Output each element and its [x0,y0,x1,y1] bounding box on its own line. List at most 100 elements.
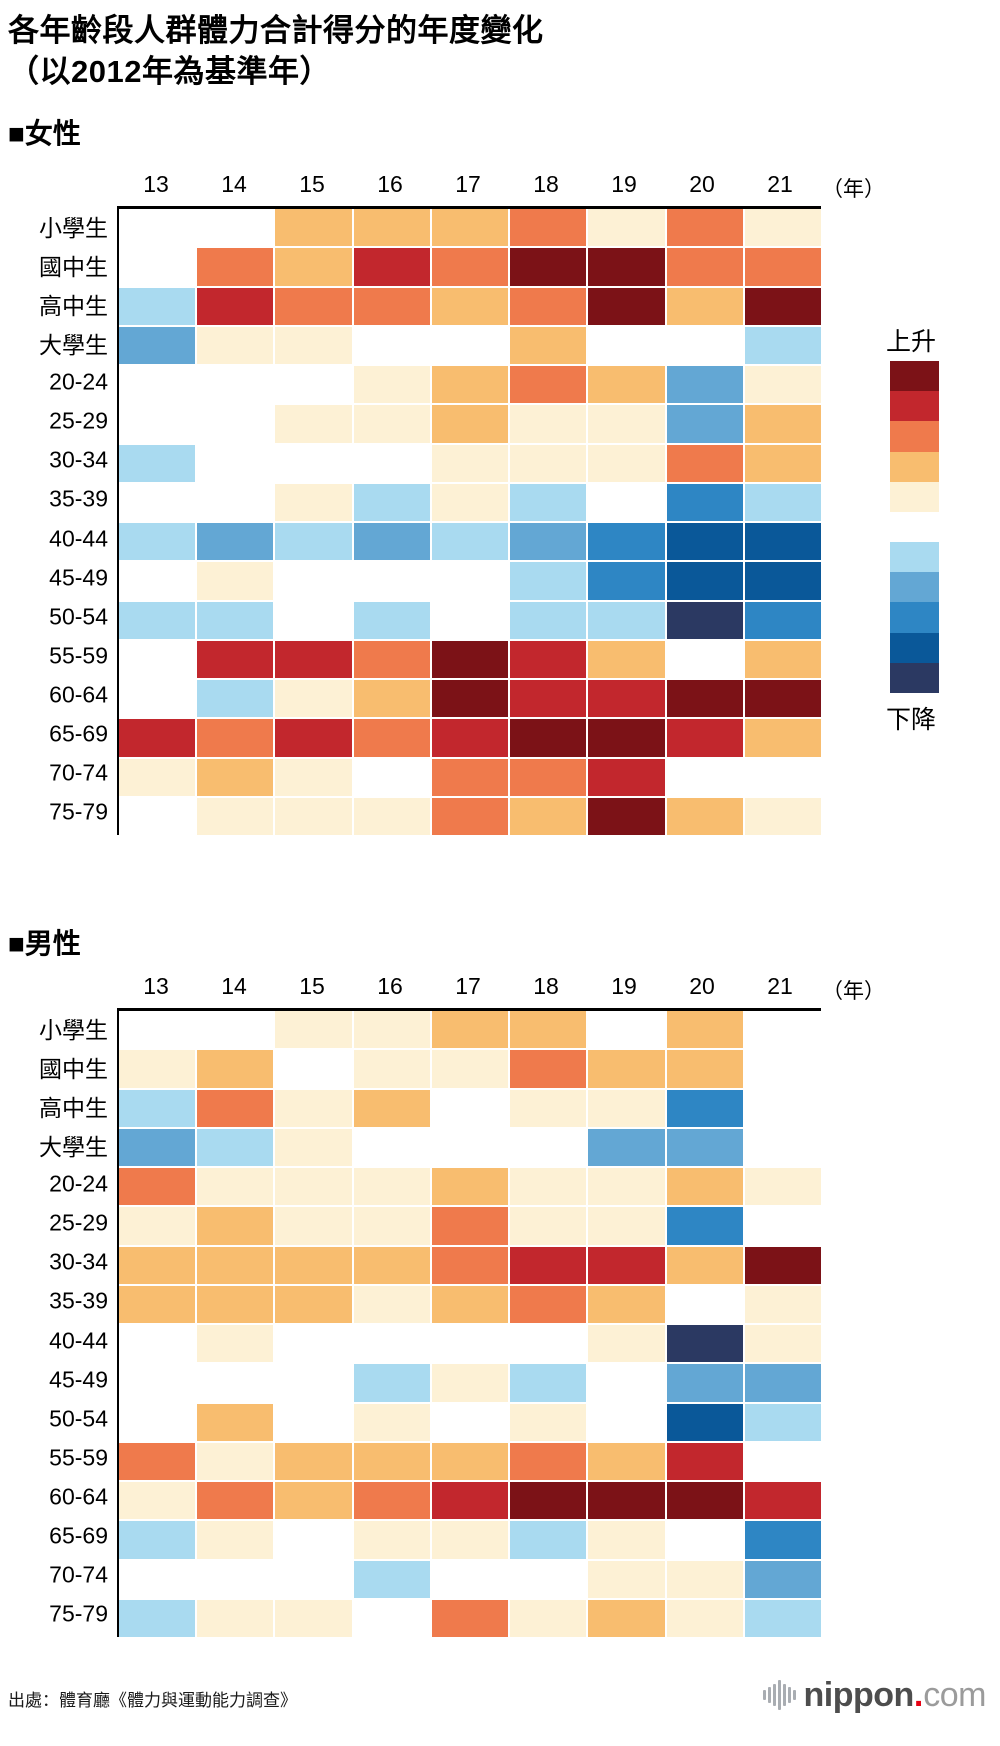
heatmap-cell [744,405,821,443]
heatmap-cell [197,483,274,521]
heatmap-cell [119,1364,196,1402]
heatmap-cell [275,797,352,835]
heatmap-cell [744,1285,821,1323]
heatmap-cell [197,1560,274,1598]
heatmap-cell [431,483,509,521]
heatmap-cell [353,287,430,325]
row-label: 30-34 [49,1248,108,1275]
heatmap-cell [666,1403,743,1441]
heatmap-cell [353,248,430,286]
heatmap-cell [353,483,430,521]
heatmap-cell [275,1285,352,1323]
heatmap-cell [510,1246,587,1284]
row-label: 25-29 [49,407,108,434]
legend-down-label: 下降 [886,706,937,734]
heatmap-cell [119,1442,196,1480]
heatmap-cell [666,758,743,796]
heatmap-cell [431,758,509,796]
heatmap-cell [666,444,743,482]
heatmap-cell [744,1403,821,1441]
heatmap-cell [666,287,743,325]
legend-swatch [890,662,939,693]
heatmap-cell [588,1364,665,1402]
logo-waveform-icon [762,1680,796,1710]
heatmap-cell [744,287,821,325]
heatmap-cell [119,797,196,835]
heatmap-cell [119,562,196,600]
heatmap-cell [431,1442,509,1480]
heatmap-cell [197,1011,274,1049]
legend-swatch [890,421,939,452]
heatmap-cell [588,1442,665,1480]
heatmap-cell [353,444,430,482]
heatmap-cell [510,1364,587,1402]
heatmap-cell [431,366,509,404]
heatmap-cell [353,1521,430,1559]
heatmap-cell [353,209,430,247]
row-label: 50-54 [49,603,108,630]
heatmap-cell [119,1207,196,1245]
heatmap-cell [588,1521,665,1559]
heatmap-cell [744,523,821,561]
row-label: 70-74 [49,759,108,786]
heatmap-cell [588,248,665,286]
row-label: 75-79 [49,798,108,825]
heatmap-cell [353,562,430,600]
column-header: 21 [767,171,793,197]
heatmap-cell [744,1521,821,1559]
heatmap-cell [275,562,352,600]
heatmap-cell [666,1168,743,1206]
heatmap-grid [117,1008,821,1637]
column-header: 18 [533,171,559,197]
heatmap-cell [197,1482,274,1520]
logo-text: nippon [803,1675,915,1714]
heatmap-cell [431,1482,509,1520]
heatmap-cell [510,1560,587,1598]
nippon-logo: nippon. com [762,1672,986,1718]
row-label: 高中生 [39,292,108,319]
heatmap-cell [353,719,430,757]
heatmap-cell [666,1325,743,1363]
heatmap-cell [275,1560,352,1598]
heatmap-cell [197,287,274,325]
legend-up-swatches [890,361,939,512]
row-label: 75-79 [49,1600,108,1627]
heatmap-cell [744,1364,821,1402]
column-header: 16 [377,973,403,999]
heatmap-cell [275,209,352,247]
heatmap-cell [588,758,665,796]
heatmap-cell [510,1168,587,1206]
row-label: 20-24 [49,368,108,395]
heatmap-cell [588,287,665,325]
heatmap-cell [275,444,352,482]
heatmap-cell [588,444,665,482]
heatmap-cell [119,1521,196,1559]
heatmap-cell [666,640,743,678]
heatmap-cell [197,405,274,443]
row-label: 50-54 [49,1405,108,1432]
heatmap-cell [119,366,196,404]
column-header: 13 [143,973,169,999]
heatmap-cell [275,1599,352,1637]
logo-tld: com [923,1675,986,1714]
heatmap-cell [666,719,743,757]
heatmap-cell [275,1246,352,1284]
heatmap-cell [431,248,509,286]
heatmap-cell [119,1050,196,1088]
heatmap-cell [510,797,587,835]
heatmap-cell [119,1089,196,1127]
heatmap-cell [588,523,665,561]
heatmap-cell [353,758,430,796]
heatmap-cell [510,1285,587,1323]
year-unit-label: （年） [822,980,885,1003]
heatmap-cell [588,405,665,443]
column-header: 15 [299,171,325,197]
heatmap-cell [744,562,821,600]
heatmap-cell [119,640,196,678]
heatmap-cell [431,719,509,757]
heatmap-cell [744,1325,821,1363]
legend-up-label: 上升 [886,328,937,356]
heatmap-cell [431,562,509,600]
heatmap-cell [275,1403,352,1441]
heatmap-cell [588,640,665,678]
